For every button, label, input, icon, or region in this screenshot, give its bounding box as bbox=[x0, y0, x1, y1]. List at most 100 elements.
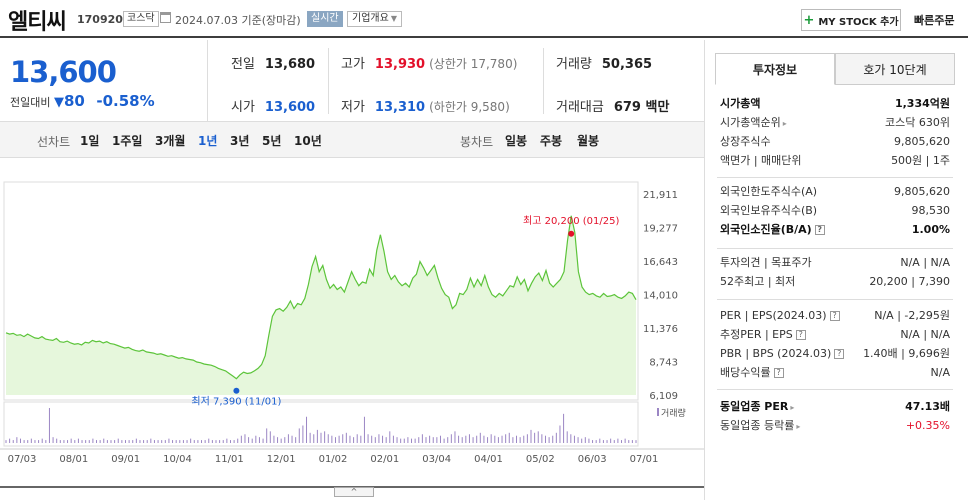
help-icon[interactable]: ? bbox=[814, 225, 825, 235]
chart-period-tabs: 선차트 1일 1주일 3개월 1년 3년 5년 10년 봉차트 일봉 주봉 월봉 bbox=[0, 122, 704, 158]
high-marker bbox=[568, 230, 575, 237]
info-label: 추정PER | EPS? bbox=[720, 326, 806, 344]
volume: 거래량 50,365 bbox=[556, 53, 652, 72]
info-row[interactable]: 배당수익률? N/A bbox=[720, 364, 950, 382]
tab-3y[interactable]: 3년 bbox=[230, 134, 250, 148]
tab-1y[interactable]: 1년 bbox=[198, 134, 218, 148]
tab-1w[interactable]: 1주일 bbox=[112, 134, 143, 148]
info-row: 액면가 | 매매단위 500원 | 1주 bbox=[720, 152, 950, 170]
info-value: 1.40배 | 9,696원 bbox=[863, 347, 950, 360]
caret-down-icon: ▼ bbox=[390, 14, 397, 23]
divider bbox=[543, 48, 544, 114]
company-overview-button[interactable]: 기업개요 ▼ bbox=[347, 11, 402, 27]
volume-legend-swatch bbox=[657, 408, 659, 416]
low-marker bbox=[233, 387, 240, 394]
info-label: 외국인한도주식수(A) bbox=[720, 185, 818, 198]
info-row[interactable]: 동일업종 PER ▸ 47.13배 bbox=[720, 398, 950, 416]
help-icon[interactable]: ? bbox=[795, 330, 806, 340]
info-label: 외국인소진율(B/A)? bbox=[720, 221, 825, 239]
chevron-right-icon: ▸ bbox=[790, 403, 795, 412]
info-value: 코스닥 630위 bbox=[885, 116, 950, 129]
info-row: 투자의견 | 목표주가 N/A | N/A bbox=[720, 254, 950, 272]
stat-value: 13,680 bbox=[264, 57, 316, 72]
price-change: 전일대비 ▼80 -0.58% bbox=[10, 92, 155, 110]
change-percent: -0.58% bbox=[96, 92, 155, 110]
x-tick-label: 07/03 bbox=[8, 454, 37, 465]
date-suffix: 기준(장마감) bbox=[241, 14, 301, 27]
stock-name: 엘티씨 bbox=[8, 10, 67, 35]
stat-label: 시가 bbox=[231, 100, 255, 115]
help-icon[interactable]: ? bbox=[834, 349, 845, 359]
stat-label: 저가 bbox=[341, 100, 365, 115]
mystock-label: MY STOCK 추가 bbox=[818, 16, 899, 28]
info-label: PBR | BPS (2024.03)? bbox=[720, 345, 845, 363]
stat-label: 전일 bbox=[231, 57, 255, 72]
stock-header: 엘티씨 170920 코스닥 2024.07.03 기준(장마감) 실시간 기업… bbox=[0, 0, 968, 38]
info-row[interactable]: 시가총액순위 ▸ 코스닥 630위 bbox=[720, 114, 950, 132]
tab-investment-info[interactable]: 투자정보 bbox=[715, 53, 835, 85]
info-row[interactable]: 동일업종 등락률 ▸ +0.35% bbox=[720, 417, 950, 435]
y-tick-label: 16,643 bbox=[643, 257, 678, 268]
stat-value: 13,930 bbox=[374, 57, 426, 72]
y-tick-label: 19,277 bbox=[643, 224, 678, 235]
section-divider bbox=[717, 248, 953, 249]
x-tick-label: 12/01 bbox=[267, 454, 296, 465]
section-divider bbox=[717, 299, 953, 300]
low-price: 저가 13,310 (하한가 9,580) bbox=[341, 96, 510, 115]
info-label: 동일업종 등락률 ▸ bbox=[720, 419, 801, 432]
realtime-button[interactable]: 실시간 bbox=[307, 11, 343, 27]
info-row[interactable]: PER | EPS(2024.03)? N/A | -2,295원 bbox=[720, 307, 950, 325]
stat-value: 13,600 bbox=[264, 100, 316, 115]
tab-monthly[interactable]: 월봉 bbox=[577, 134, 600, 148]
x-tick-label: 08/01 bbox=[59, 454, 88, 465]
tab-10y[interactable]: 10년 bbox=[294, 134, 322, 148]
price-chart[interactable]: 21,911 19,277 16,643 14,010 11,376 8,743 6,109… bbox=[0, 160, 704, 500]
lower-limit: (하한가 9,580) bbox=[429, 100, 510, 114]
high-price: 고가 13,930 (상한가 17,780) bbox=[341, 53, 517, 72]
info-value: N/A | N/A bbox=[900, 328, 950, 341]
market-badge: 코스닥 bbox=[123, 11, 159, 27]
tab-5y[interactable]: 5년 bbox=[262, 134, 282, 148]
tab-weekly[interactable]: 주봉 bbox=[540, 134, 563, 148]
info-label: 52주최고 | 최저 bbox=[720, 275, 796, 288]
info-label: PER | EPS(2024.03)? bbox=[720, 307, 840, 325]
tab-order-book[interactable]: 호가 10단계 bbox=[835, 53, 955, 85]
investment-info-panel: 투자정보 호가 10단계 시가총액 1,334억원 시가총액순위 ▸ 코스닥 630위 상… bbox=[704, 40, 968, 500]
info-value: 1.00% bbox=[911, 223, 950, 236]
info-value: +0.35% bbox=[905, 419, 950, 432]
volume-legend: 거래량 bbox=[661, 407, 686, 419]
stat-label: 거래량 bbox=[556, 57, 592, 72]
tab-daily[interactable]: 일봉 bbox=[505, 134, 528, 148]
info-row: 외국인한도주식수(A) 9,805,620 bbox=[720, 183, 950, 201]
y-tick-label: 8,743 bbox=[649, 358, 678, 369]
x-tick-label: 07/01 bbox=[630, 454, 659, 465]
divider bbox=[207, 40, 208, 122]
x-tick-label: 11/01 bbox=[215, 454, 244, 465]
help-icon[interactable]: ? bbox=[773, 368, 784, 378]
chart-svg: 21,911 19,277 16,643 14,010 11,376 8,743 6,109… bbox=[0, 181, 704, 488]
x-tick-label: 01/02 bbox=[319, 454, 348, 465]
quick-order-button[interactable]: 빠른주문 bbox=[914, 14, 955, 27]
high-annotation: 최고 20,200 (01/25) bbox=[523, 215, 619, 227]
help-icon[interactable]: ? bbox=[829, 311, 840, 321]
chevron-right-icon: ▸ bbox=[796, 422, 801, 431]
collapse-handle[interactable]: ^ bbox=[334, 487, 374, 497]
stat-value: 679 백만 bbox=[613, 100, 670, 115]
info-row[interactable]: 외국인소진율(B/A)? 1.00% bbox=[720, 221, 950, 239]
y-tick-label: 6,109 bbox=[649, 391, 678, 402]
date-value: 2024.07.03 bbox=[175, 14, 238, 27]
stock-code: 170920 bbox=[77, 13, 123, 26]
info-row[interactable]: 추정PER | EPS? N/A | N/A bbox=[720, 326, 950, 344]
prev-close: 전일 13,680 bbox=[231, 53, 315, 72]
add-my-stock-button[interactable]: + MY STOCK 추가 bbox=[801, 9, 901, 31]
info-row[interactable]: PBR | BPS (2024.03)? 1.40배 | 9,696원 bbox=[720, 345, 950, 363]
stat-label: 거래대금 bbox=[556, 100, 604, 115]
info-label: 시가총액 bbox=[720, 97, 761, 110]
tab-3m[interactable]: 3개월 bbox=[155, 134, 186, 148]
price-line bbox=[5, 215, 637, 380]
info-label: 시가총액순위 ▸ bbox=[720, 116, 787, 129]
y-tick-label: 11,376 bbox=[643, 324, 678, 335]
tab-1d[interactable]: 1일 bbox=[80, 134, 100, 148]
info-row: 시가총액 1,334억원 bbox=[720, 95, 950, 113]
x-tick-label: 09/01 bbox=[111, 454, 140, 465]
